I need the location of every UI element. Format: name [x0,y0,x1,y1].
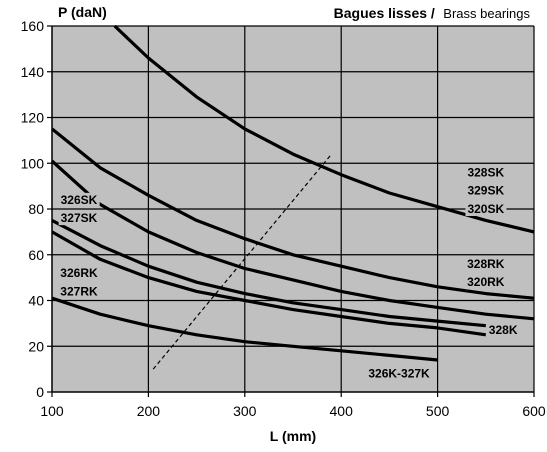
x-tick-label: 600 [522,403,546,419]
curve-label-background [58,192,100,207]
curve-label: 320RK [467,275,505,289]
curve-label: 326SK [61,193,98,207]
curve-label-background [486,323,520,338]
y-tick-label: 140 [21,64,45,80]
series-line-6 [51,296,438,362]
x-tick-label: 200 [137,403,161,419]
x-tick-label: 100 [40,403,64,419]
curve-label-background [58,284,100,299]
curve-label: 328RK [467,257,505,271]
series-line-2 [50,127,535,300]
y-tick-label: 120 [21,110,45,126]
y-tick-label: 160 [21,18,45,34]
series-line-1 [113,24,535,234]
y-tick-label: 100 [21,155,45,171]
chart-title: Bagues lisses / Brass bearings [334,5,531,22]
x-axis-label: L (mm) [270,428,316,444]
series-line-3 [50,159,535,321]
y-tick-label: 0 [36,384,44,400]
dashed-reference-line [152,153,333,370]
y-tick-label: 40 [28,293,44,309]
series-group [50,24,535,370]
curve-label-background [58,211,100,226]
y-tick-label: 20 [28,338,44,354]
curve-label: 328SK [467,165,504,179]
curve-label: 328K [489,323,518,337]
curve-label-background [465,256,507,271]
tick-labels: 100 200 300 400 500 600 0 20 40 60 80 100 120 140 160 [21,18,546,419]
x-tick-label: 500 [426,403,450,419]
curve-labels: 328SK 329SK 320SK 326SK 327SK 328RK 320RK 326RK… [58,165,520,381]
chart-title-bold: Bagues lisses / [334,5,435,21]
curve-label-background [465,183,507,198]
curve-label: 327RK [60,284,98,298]
curve-label: 327SK [61,211,98,225]
curve-label-background [465,202,507,216]
y-tick-label: 60 [28,247,44,263]
x-tick-label: 300 [233,403,257,419]
series-line-5 [51,230,487,337]
series-line-4 [51,218,486,328]
x-tick-label: 400 [330,403,354,419]
grid [47,25,535,397]
curve-label-background [366,366,433,381]
curve-label-background [465,275,507,290]
curve-label: 326K-327K [368,367,430,381]
y-tick-label: 80 [28,201,44,217]
curve-label: 326RK [60,266,98,280]
curve-label: 320SK [467,202,504,216]
curve-label-background [58,266,100,281]
curve-label: 329SK [467,184,504,198]
y-axis-label: P (daN) [58,4,107,20]
curve-label-background [465,165,507,180]
chart-title-normal: Brass bearings [443,6,530,21]
